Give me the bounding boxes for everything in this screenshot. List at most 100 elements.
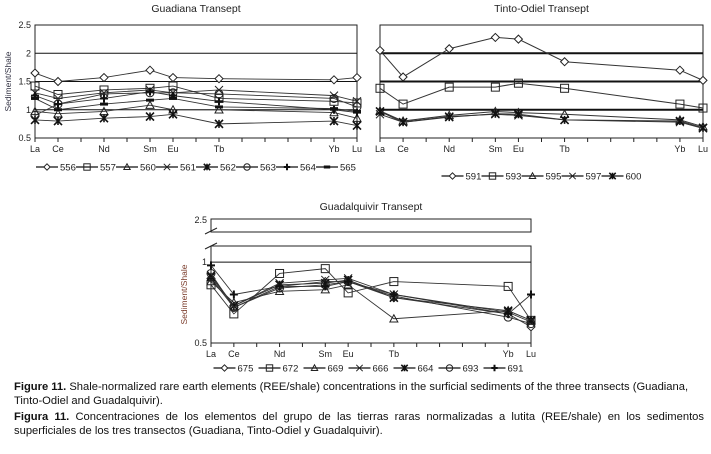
- marker-diamond: [448, 172, 457, 180]
- marker-asterisk: [400, 364, 409, 372]
- marker-circle: [526, 319, 536, 329]
- legend-item: 564: [276, 163, 316, 174]
- series-666: [206, 270, 536, 327]
- x-tick-label: Nd: [443, 144, 455, 154]
- chart-panel-0: Guadiana Transept La Ce Nd Sm Eu Tb Yb Lu 0.5 1 1.5…: [3, 3, 362, 174]
- axis-break: [204, 218, 532, 250]
- legend-label: 597: [586, 172, 602, 183]
- series-664: [206, 272, 536, 325]
- x-tick-label: Lu: [698, 144, 708, 154]
- legend-label: 591: [466, 172, 482, 183]
- series-line: [210, 281, 532, 321]
- legend-label: 675: [238, 364, 254, 375]
- legend-label: 561: [180, 163, 196, 174]
- legend-item: 556: [36, 163, 76, 174]
- y-tick-label: 1.5: [18, 77, 31, 87]
- marker-diamond: [398, 72, 408, 82]
- marker-diamond: [220, 364, 229, 372]
- marker-triangle: [274, 286, 285, 295]
- marker-asterisk: [560, 115, 570, 125]
- series-562: [30, 109, 362, 131]
- y-tick-label: 0.5: [194, 338, 207, 348]
- x-tick-label: Ce: [52, 144, 64, 154]
- legend-label: 565: [340, 163, 356, 174]
- x-tick-label: Yb: [674, 144, 685, 154]
- legend-label: 593: [506, 172, 522, 183]
- marker-diamond: [145, 65, 155, 75]
- y-tick-label: 2: [26, 48, 31, 58]
- marker-diamond: [559, 57, 570, 67]
- series-line: [379, 36, 704, 81]
- series-693: [206, 268, 536, 329]
- legend-item: 563: [236, 163, 276, 174]
- series-591: [375, 32, 708, 86]
- x-tick-label: La: [206, 349, 216, 359]
- marker-diamond: [168, 72, 178, 83]
- legend-item: 591: [441, 172, 482, 183]
- legend-label: 562: [220, 163, 236, 174]
- legend-label: 664: [418, 364, 434, 375]
- figure-charts: Guadiana Transept La Ce Nd Sm Eu Tb Yb Lu 0.5 1 1.5…: [3, 3, 708, 375]
- series-691: [207, 261, 535, 318]
- marker-circle: [206, 268, 216, 278]
- marker-plus: [275, 282, 284, 291]
- x-tick-label: Tb: [214, 144, 225, 154]
- marker-square: [675, 99, 685, 109]
- marker-asterisk: [329, 116, 339, 126]
- marker-diamond: [490, 32, 501, 43]
- series-line: [379, 113, 704, 129]
- marker-square: [83, 163, 91, 171]
- x-tick-label: Eu: [513, 144, 524, 154]
- series-600: [375, 106, 708, 133]
- x-tick-label: Lu: [352, 144, 362, 154]
- marker-asterisk: [352, 121, 362, 131]
- marker-asterisk: [203, 163, 211, 171]
- marker-triangle: [214, 104, 224, 114]
- legend-item: 562: [196, 163, 236, 174]
- legend-label: 563: [260, 163, 276, 174]
- marker-plus: [146, 87, 154, 96]
- series-line: [34, 69, 358, 82]
- x-tick-label: Sm: [489, 144, 503, 154]
- legend: 591 593 595 597 600: [441, 172, 641, 183]
- legend-item: 666: [348, 364, 388, 375]
- series-675: [206, 273, 536, 332]
- x-tick-label: Yb: [503, 349, 514, 359]
- marker-square: [398, 99, 408, 109]
- series-line: [210, 273, 532, 325]
- legend: 675 672 669 666 664 693 691: [213, 364, 523, 375]
- marker-plus: [504, 309, 513, 318]
- legend-label: 693: [463, 364, 479, 375]
- marker-square: [375, 83, 385, 93]
- marker-asterisk: [608, 172, 617, 180]
- marker-triangle: [329, 107, 339, 117]
- series-556: [30, 65, 362, 87]
- series-565: [31, 96, 361, 113]
- marker-triangle: [320, 284, 331, 294]
- x-tick-label: Ce: [228, 349, 240, 359]
- legend-item: 565: [316, 163, 356, 174]
- marker-triangle: [122, 162, 132, 171]
- chart-panel-2: Guadalquivir Transept La Ce Nd Sm Eu Tb Yb Lu 0.5…: [179, 201, 536, 375]
- marker-square: [444, 82, 454, 92]
- marker-plus: [389, 290, 398, 299]
- x-tick-label: La: [30, 144, 40, 154]
- marker-asterisk: [675, 116, 685, 126]
- series-563: [30, 88, 362, 120]
- y-tick-label: 2.5: [194, 215, 207, 225]
- legend-item: 664: [393, 364, 434, 375]
- marker-triangle: [30, 106, 40, 116]
- marker-triangle: [53, 108, 63, 118]
- caption-text: Concentraciones de los elementos del gru…: [14, 411, 704, 437]
- series-line: [34, 113, 358, 127]
- marker-x: [568, 172, 577, 180]
- y-axis-label: Sediment/Shale: [3, 51, 13, 111]
- marker-square: [503, 281, 513, 291]
- legend-label: 595: [546, 172, 562, 183]
- marker-plus: [215, 97, 223, 106]
- marker-circle: [243, 163, 251, 171]
- marker-triangle: [389, 313, 399, 323]
- marker-asterisk: [698, 123, 708, 133]
- series-672: [206, 264, 536, 325]
- series-line: [379, 110, 704, 128]
